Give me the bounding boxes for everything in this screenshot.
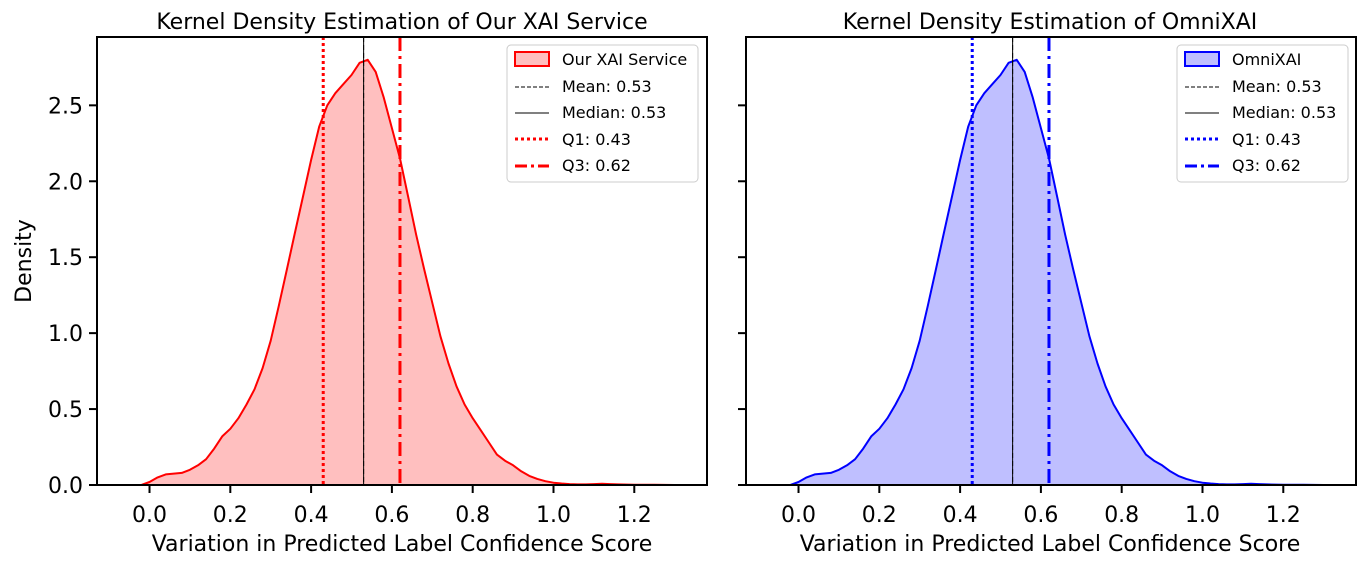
y-tick-label: 2.0 [48, 170, 83, 195]
x-tick-label: 0.4 [294, 503, 329, 528]
x-tick-label: 0.2 [862, 503, 897, 528]
plot-frame [745, 36, 1357, 486]
legend-label-median: Median: 0.53 [562, 103, 666, 122]
x-tick-label: 0.6 [1023, 503, 1058, 528]
legend-label-q1: Q1: 0.43 [562, 130, 631, 149]
y-tick-label: 1.5 [48, 246, 83, 271]
y-axis-label: Density [12, 219, 37, 303]
legend-label-mean: Mean: 0.53 [1232, 77, 1322, 96]
x-tick-label: 1.2 [617, 503, 652, 528]
density-curve [141, 58, 675, 486]
x-tick-label: 1.0 [536, 503, 571, 528]
chart-panel-omnixai: Kernel Density Estimation of OmniXAI 0.0… [738, 10, 1357, 557]
chart-title: Kernel Density Estimation of OmniXAI [843, 10, 1258, 35]
density-fill [790, 59, 1324, 486]
chart-panel-our-xai-service: Kernel Density Estimation of Our XAI Ser… [12, 10, 708, 557]
x-tick-label: 0.0 [781, 503, 816, 528]
chart-legend: Our XAI Service Mean: 0.53 Median: 0.53 … [506, 44, 699, 183]
x-tick-label: 1.0 [1185, 503, 1220, 528]
x-tick-label: 0.0 [132, 503, 167, 528]
legend-label-density: OmniXAI [1232, 50, 1301, 69]
density-curve [790, 58, 1324, 486]
y-tick-label: 0.0 [48, 474, 83, 499]
x-tick-label: 0.8 [455, 503, 490, 528]
chart-legend: OmniXAI Mean: 0.53 Median: 0.53 Q1: 0.43… [1176, 44, 1349, 183]
legend-swatch-density [514, 51, 550, 67]
plot-frame [96, 36, 708, 486]
legend-label-q3: Q3: 0.62 [1232, 156, 1301, 175]
chart-title: Kernel Density Estimation of Our XAI Ser… [156, 10, 647, 35]
density-fill [141, 59, 675, 486]
legend-frame [1176, 44, 1349, 183]
x-tick-label: 0.6 [374, 503, 409, 528]
x-tick-label: 0.4 [943, 503, 978, 528]
x-tick-label: 0.2 [213, 503, 248, 528]
y-tick-label: 1.0 [48, 322, 83, 347]
legend-label-mean: Mean: 0.53 [562, 77, 652, 96]
legend-label-median: Median: 0.53 [1232, 103, 1336, 122]
legend-label-q3: Q3: 0.62 [562, 156, 631, 175]
x-axis-label: Variation in Predicted Label Confidence … [800, 532, 1301, 557]
y-tick-label: 2.5 [48, 94, 83, 119]
legend-label-q1: Q1: 0.43 [1232, 130, 1301, 149]
legend-swatch-density [1184, 51, 1220, 67]
x-axis-label: Variation in Predicted Label Confidence … [152, 532, 653, 557]
legend-frame [506, 44, 699, 183]
legend-label-density: Our XAI Service [562, 50, 687, 69]
x-tick-label: 0.8 [1104, 503, 1139, 528]
y-tick-label: 0.5 [48, 398, 83, 423]
x-tick-label: 1.2 [1266, 503, 1301, 528]
